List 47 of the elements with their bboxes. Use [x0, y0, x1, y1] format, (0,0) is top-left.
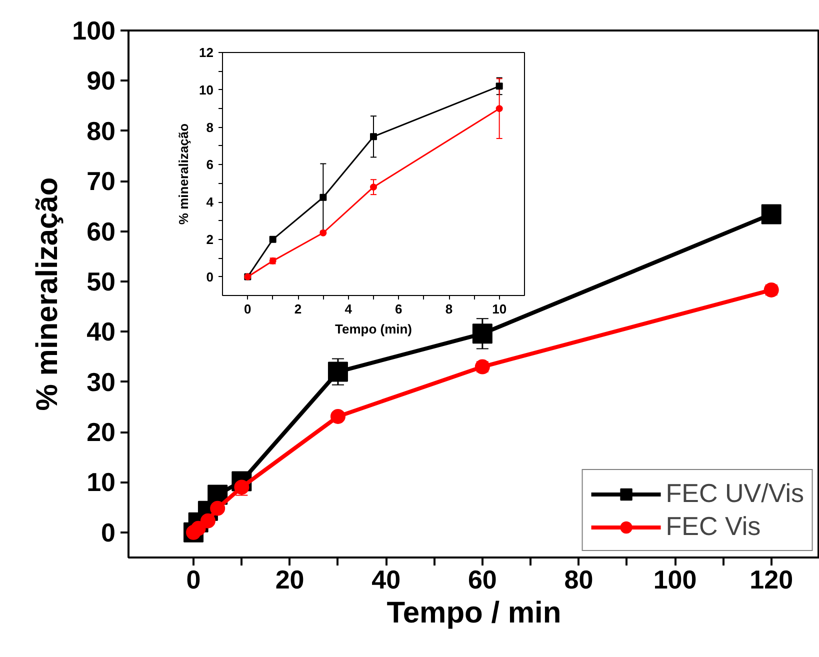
- y-tick-label: 80: [86, 116, 116, 146]
- y-tick-label: 100: [72, 16, 116, 46]
- x-axis-title: Tempo (min): [334, 322, 412, 336]
- y-tick-label: 0: [101, 517, 116, 548]
- x-tick-label: 80: [564, 564, 594, 594]
- y-tick-label: 30: [86, 366, 116, 397]
- x-axis-title: Tempo / min: [386, 596, 562, 630]
- point: [496, 82, 503, 90]
- x-tick-label: 100: [653, 564, 697, 594]
- y-axis-title: % mineralização: [176, 123, 192, 225]
- point: [269, 236, 276, 243]
- legend-label: FEC Vis: [666, 511, 761, 542]
- y-tick-label: 2: [206, 232, 214, 247]
- point: [761, 204, 782, 224]
- y-tick-label: 70: [86, 166, 116, 196]
- x-tick-label: 6: [395, 302, 402, 316]
- y-tick-label: 10: [199, 82, 214, 98]
- y-tick-label: 12: [199, 45, 214, 60]
- legend-label: FEC UV/Vis: [666, 478, 804, 509]
- x-tick-label: 10: [492, 302, 507, 316]
- point: [210, 500, 226, 516]
- x-tick-label: 120: [750, 564, 794, 594]
- x-tick-label: 2: [294, 302, 302, 316]
- point: [200, 513, 216, 528]
- y-tick-label: 60: [86, 216, 116, 246]
- y-tick-label: 0: [206, 269, 214, 284]
- x-tick-label: 20: [275, 564, 304, 594]
- y-tick-label: 6: [206, 157, 214, 172]
- y-tick-label: 10: [86, 467, 116, 498]
- x-tick-label: 0: [244, 302, 252, 316]
- point: [370, 133, 377, 140]
- y-tick-label: 20: [86, 417, 116, 448]
- y-axis-title: % mineralização: [31, 177, 64, 411]
- point: [472, 324, 492, 344]
- point: [496, 105, 503, 112]
- x-tick-label: 40: [372, 564, 401, 594]
- y-tick-label: 8: [206, 120, 214, 135]
- x-tick-label: 60: [468, 564, 497, 594]
- y-tick-label: 50: [86, 266, 116, 296]
- y-tick-label: 90: [86, 66, 116, 96]
- x-tick-label: 8: [445, 302, 453, 316]
- y-tick-label: 4: [206, 194, 214, 210]
- x-tick-label: 4: [344, 302, 353, 316]
- point: [370, 184, 377, 191]
- point: [328, 362, 348, 382]
- point: [320, 194, 327, 201]
- point: [330, 408, 346, 424]
